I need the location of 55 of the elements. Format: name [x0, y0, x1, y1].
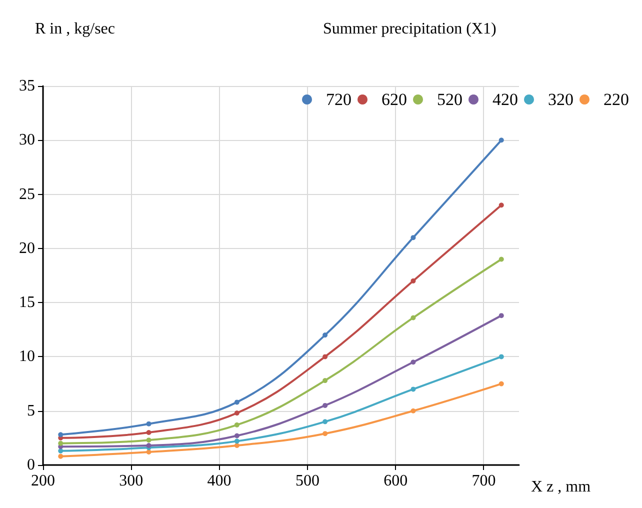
x-tick-label: 300 — [119, 472, 144, 490]
point — [410, 408, 416, 414]
y-tick-label: 35 — [19, 78, 35, 94]
point — [146, 421, 152, 426]
point — [410, 235, 416, 240]
point — [498, 138, 504, 143]
point — [498, 313, 504, 318]
x-tick-label: 500 — [295, 472, 320, 490]
y-tick-label: 20 — [19, 240, 35, 257]
point — [234, 443, 240, 448]
legend-label: 620 — [382, 90, 407, 109]
y-tick-label: 10 — [19, 348, 35, 366]
point — [322, 332, 328, 338]
point — [58, 440, 64, 446]
y-tick-label: 0 — [27, 456, 35, 474]
point — [146, 438, 152, 443]
point — [234, 422, 240, 428]
point — [410, 386, 416, 392]
point — [498, 202, 504, 208]
legend-title: Summer precipitation (X1) — [323, 20, 496, 38]
legend-label: 420 — [492, 90, 518, 109]
point — [322, 431, 328, 436]
point — [322, 378, 328, 384]
point — [322, 402, 328, 408]
legend-label: 720 — [326, 90, 352, 109]
point — [498, 354, 504, 360]
point — [410, 278, 416, 284]
point — [234, 438, 240, 444]
y-tick-label: 25 — [19, 186, 35, 203]
point — [234, 433, 240, 438]
x-tick-label: 200 — [31, 472, 55, 490]
point — [322, 419, 328, 424]
x-axis-title: X z , mm — [531, 478, 592, 496]
y-tick-label: 15 — [19, 294, 35, 312]
x-tick-label: 600 — [384, 472, 408, 490]
legend-label: 220 — [604, 90, 629, 109]
legend-label: 520 — [437, 90, 462, 109]
point — [58, 432, 64, 438]
point — [58, 448, 64, 454]
point — [498, 256, 504, 262]
y-axis-title: R in , kg/sec — [35, 20, 115, 38]
point — [146, 430, 152, 436]
point — [410, 360, 416, 365]
point — [498, 381, 504, 386]
point — [322, 354, 328, 360]
x-tick-label: 700 — [472, 472, 496, 490]
point — [146, 450, 152, 455]
point — [234, 410, 240, 416]
point — [58, 454, 64, 459]
y-tick-label: 5 — [27, 402, 35, 420]
x-tick-label: 400 — [207, 472, 232, 490]
y-tick-label: 30 — [19, 132, 35, 149]
point — [234, 400, 240, 405]
point — [410, 315, 416, 320]
legend-label: 320 — [548, 90, 574, 109]
